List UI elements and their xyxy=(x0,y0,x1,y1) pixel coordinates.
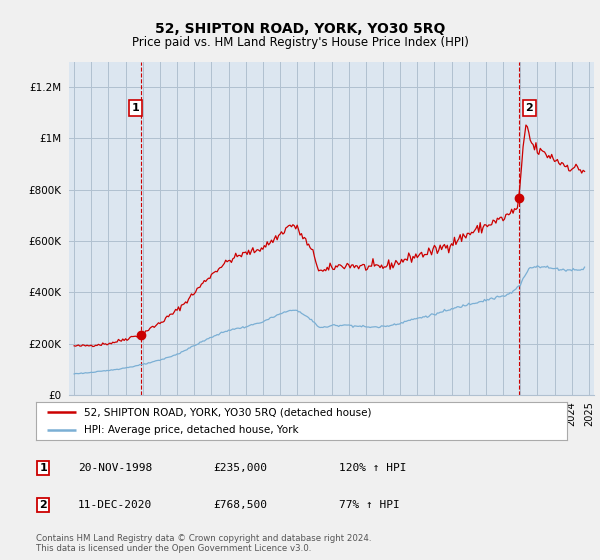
Text: HPI: Average price, detached house, York: HPI: Average price, detached house, York xyxy=(84,425,298,435)
Text: Contains HM Land Registry data © Crown copyright and database right 2024.
This d: Contains HM Land Registry data © Crown c… xyxy=(36,534,371,553)
Text: 52, SHIPTON ROAD, YORK, YO30 5RQ (detached house): 52, SHIPTON ROAD, YORK, YO30 5RQ (detach… xyxy=(84,407,371,417)
Text: 1: 1 xyxy=(132,103,140,113)
Text: 52, SHIPTON ROAD, YORK, YO30 5RQ: 52, SHIPTON ROAD, YORK, YO30 5RQ xyxy=(155,22,445,36)
Text: £235,000: £235,000 xyxy=(213,463,267,473)
Text: 11-DEC-2020: 11-DEC-2020 xyxy=(78,500,152,510)
Text: 1: 1 xyxy=(40,463,47,473)
Text: 120% ↑ HPI: 120% ↑ HPI xyxy=(339,463,407,473)
Text: 2: 2 xyxy=(40,500,47,510)
Text: 2: 2 xyxy=(526,103,533,113)
Text: £768,500: £768,500 xyxy=(213,500,267,510)
Text: Price paid vs. HM Land Registry's House Price Index (HPI): Price paid vs. HM Land Registry's House … xyxy=(131,36,469,49)
Text: 77% ↑ HPI: 77% ↑ HPI xyxy=(339,500,400,510)
Text: 20-NOV-1998: 20-NOV-1998 xyxy=(78,463,152,473)
